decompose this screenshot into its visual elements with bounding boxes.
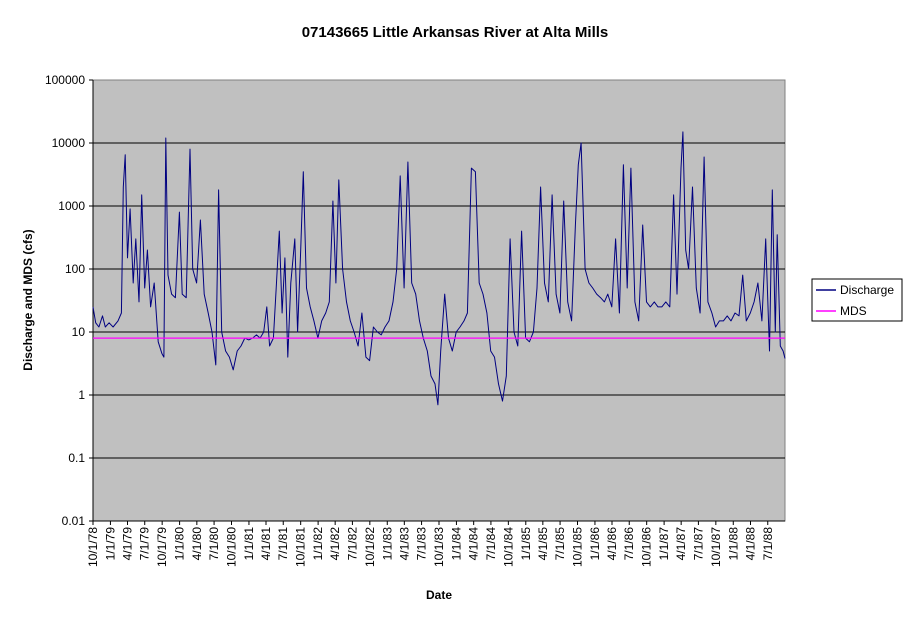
- x-tick-label: 7/1/88: [761, 527, 775, 561]
- x-axis-ticks: 10/1/78 1/1/79 4/1/79 7/1/79 10/1/79 1/1/80 4/…: [86, 521, 775, 567]
- x-tick-label: 1/1/88: [726, 527, 740, 561]
- y-tick-label: 100000: [45, 73, 85, 87]
- x-tick-label: 4/1/88: [744, 527, 758, 561]
- y-tick-label: 1000: [58, 199, 85, 213]
- x-axis-title: Date: [426, 588, 452, 602]
- x-tick-label: 10/1/83: [432, 527, 446, 567]
- y-gridlines: [93, 142, 785, 459]
- y-tick-label: 1: [78, 388, 85, 402]
- y-tick-label: 0.1: [68, 451, 85, 465]
- x-tick-label: 7/1/86: [622, 527, 636, 561]
- legend-label-discharge: Discharge: [840, 283, 894, 297]
- x-tick-label: 10/1/80: [225, 527, 239, 567]
- x-tick-label: 1/1/82: [311, 527, 325, 561]
- x-tick-label: 7/1/84: [484, 527, 498, 561]
- x-tick-label: 4/1/80: [190, 527, 204, 561]
- plot-area: [92, 79, 786, 522]
- x-tick-label: 10/1/84: [501, 527, 515, 567]
- x-tick-label: 10/1/78: [86, 527, 100, 567]
- y-axis-tick-labels: 0.01 0.1 1 10 100 1000 10000 100000: [45, 73, 93, 528]
- x-tick-label: 1/1/87: [657, 527, 671, 561]
- x-tick-label: 10/1/85: [571, 527, 585, 567]
- x-tick-label: 4/1/87: [674, 527, 688, 561]
- x-tick-label: 4/1/82: [328, 527, 342, 561]
- x-tick-label: 1/1/84: [449, 527, 463, 561]
- y-tick-label: 10: [72, 325, 86, 339]
- x-tick-label: 1/1/85: [519, 527, 533, 561]
- x-tick-label: 4/1/85: [536, 527, 550, 561]
- x-tick-label: 10/1/79: [155, 527, 169, 567]
- series-layer: [92, 131, 786, 406]
- y-tick-label: 0.01: [62, 514, 86, 528]
- x-tick-label: 7/1/87: [691, 527, 705, 561]
- x-tick-label: 10/1/86: [640, 527, 654, 567]
- x-tick-label: 7/1/81: [276, 527, 290, 561]
- y-axis-title: Discharge and MDS (cfs): [21, 229, 35, 370]
- x-tick-label: 7/1/85: [553, 527, 567, 561]
- x-tick-label: 7/1/83: [415, 527, 429, 561]
- series-line-discharge: [92, 131, 786, 406]
- x-tick-label: 4/1/86: [605, 527, 619, 561]
- x-tick-label: 7/1/82: [345, 527, 359, 561]
- legend-box: [811, 278, 903, 322]
- x-tick-label: 10/1/81: [294, 527, 308, 567]
- legend-label-mds: MDS: [840, 304, 867, 318]
- x-tick-label: 4/1/79: [120, 527, 134, 561]
- x-tick-label: 10/1/87: [709, 527, 723, 567]
- y-tick-label: 100: [65, 262, 85, 276]
- x-tick-label: 1/1/83: [380, 527, 394, 561]
- x-tick-label: 1/1/86: [588, 527, 602, 561]
- x-tick-label: 1/1/80: [173, 527, 187, 561]
- chart-title: 07143665 Little Arkansas River at Alta M…: [302, 24, 609, 41]
- x-tick-label: 10/1/82: [363, 527, 377, 567]
- x-tick-label: 4/1/84: [467, 527, 481, 561]
- x-tick-label: 4/1/83: [397, 527, 411, 561]
- y-tick-label: 10000: [52, 136, 86, 150]
- x-tick-label: 1/1/79: [103, 527, 117, 561]
- x-tick-label: 7/1/80: [207, 527, 221, 561]
- x-tick-label: 4/1/81: [259, 527, 273, 561]
- x-tick-label: 7/1/79: [138, 527, 152, 561]
- legend: Discharge MDS: [811, 278, 903, 322]
- x-tick-label: 1/1/81: [242, 527, 256, 561]
